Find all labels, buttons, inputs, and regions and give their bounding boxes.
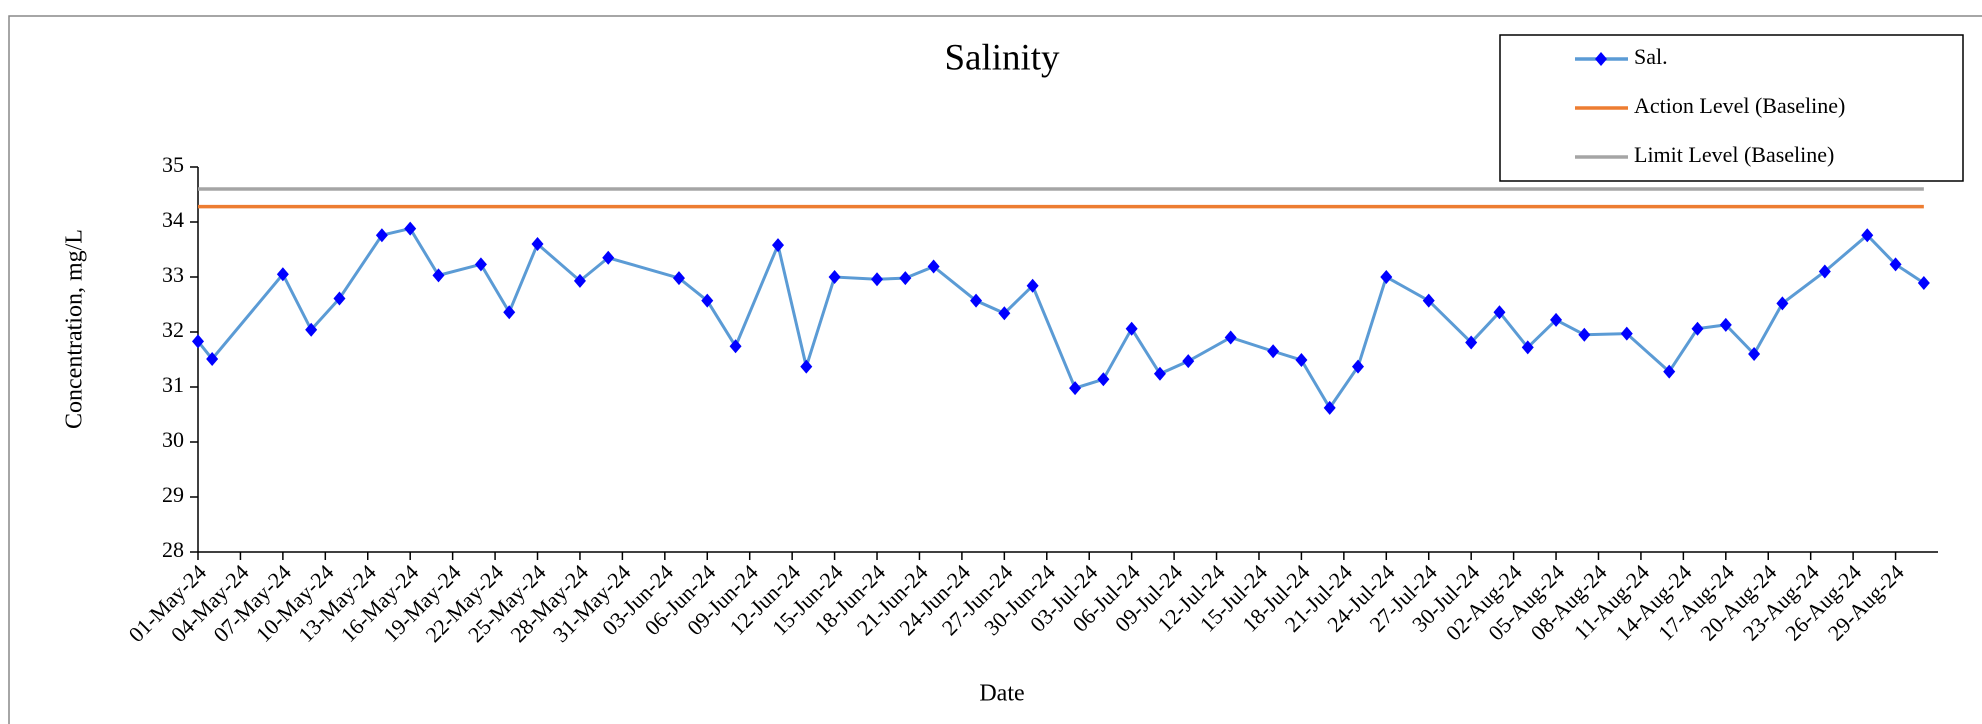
data-point bbox=[404, 221, 417, 236]
data-point bbox=[729, 339, 742, 354]
data-point bbox=[800, 359, 813, 374]
data-point bbox=[1465, 335, 1478, 350]
data-point bbox=[1578, 327, 1591, 342]
data-point bbox=[1493, 305, 1506, 320]
data-point bbox=[503, 305, 516, 320]
data-point bbox=[1125, 321, 1138, 336]
legend-label: Limit Level (Baseline) bbox=[1634, 142, 1834, 167]
data-point bbox=[970, 293, 983, 308]
chart-frame bbox=[8, 15, 1982, 724]
data-point bbox=[1620, 326, 1633, 341]
data-point bbox=[1323, 400, 1336, 415]
legend-label: Sal. bbox=[1634, 44, 1668, 69]
data-point bbox=[1917, 276, 1930, 291]
data-point bbox=[1153, 366, 1166, 381]
data-point bbox=[375, 228, 388, 243]
data-point bbox=[1550, 312, 1563, 327]
data-point bbox=[1267, 344, 1280, 359]
data-point bbox=[305, 322, 318, 337]
y-tick-label: 33 bbox=[162, 262, 184, 287]
data-point bbox=[701, 293, 714, 308]
data-point bbox=[1663, 364, 1676, 379]
y-tick-label: 28 bbox=[162, 537, 184, 562]
y-tick-label: 35 bbox=[162, 152, 184, 177]
data-point bbox=[1352, 359, 1364, 374]
series-line bbox=[196, 226, 1925, 411]
y-axis-label: Concentration, mg/L bbox=[62, 229, 88, 429]
data-point bbox=[1380, 270, 1393, 284]
data-point bbox=[276, 267, 289, 282]
data-point bbox=[1776, 296, 1789, 311]
y-tick-label: 32 bbox=[162, 317, 184, 342]
data-point bbox=[1691, 321, 1704, 336]
data-point bbox=[1097, 372, 1110, 387]
data-point bbox=[1748, 347, 1761, 361]
chart-title: Salinity bbox=[944, 37, 1060, 78]
data-point bbox=[1295, 353, 1308, 368]
data-point bbox=[1719, 317, 1732, 332]
y-tick-label: 30 bbox=[162, 427, 184, 452]
legend-marker bbox=[1595, 52, 1607, 66]
data-point bbox=[927, 259, 940, 274]
data-point bbox=[998, 306, 1011, 321]
y-tick-label: 34 bbox=[162, 207, 184, 232]
data-point bbox=[1026, 278, 1039, 293]
y-tick-label: 31 bbox=[162, 372, 184, 397]
data-point bbox=[531, 237, 544, 251]
data-point bbox=[192, 334, 204, 349]
data-point bbox=[474, 257, 487, 272]
data-point bbox=[1818, 264, 1831, 279]
data-point bbox=[1861, 228, 1874, 243]
y-tick-label: 29 bbox=[162, 482, 184, 507]
data-point bbox=[1521, 340, 1534, 355]
data-point bbox=[333, 291, 346, 306]
data-point bbox=[1889, 257, 1902, 272]
data-point bbox=[432, 268, 445, 283]
data-point bbox=[899, 271, 912, 286]
data-point bbox=[1422, 293, 1435, 308]
data-point bbox=[573, 273, 586, 288]
data-point bbox=[828, 270, 841, 284]
data-point bbox=[772, 238, 784, 253]
data-point bbox=[602, 250, 615, 265]
data-point bbox=[1182, 354, 1195, 369]
data-point bbox=[1224, 330, 1237, 345]
legend-label: Action Level (Baseline) bbox=[1634, 93, 1845, 118]
data-point bbox=[672, 271, 685, 286]
data-point bbox=[206, 351, 219, 366]
data-point bbox=[1069, 381, 1082, 396]
data-point bbox=[871, 272, 884, 287]
x-axis-label: Date bbox=[979, 681, 1024, 707]
